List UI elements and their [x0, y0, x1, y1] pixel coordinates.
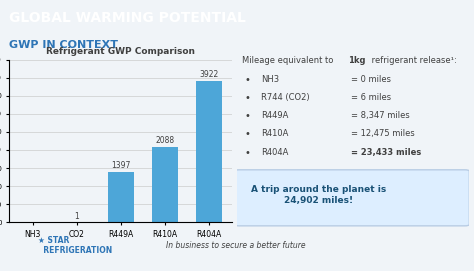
- Text: •: •: [244, 129, 250, 139]
- Text: A trip around the planet is
24,902 miles!: A trip around the planet is 24,902 miles…: [251, 185, 386, 205]
- Text: refrigerant release¹:: refrigerant release¹:: [369, 56, 456, 66]
- Text: ★ STAR
  REFRIGERATION: ★ STAR REFRIGERATION: [38, 236, 112, 255]
- Text: R404A: R404A: [261, 147, 288, 157]
- Text: •: •: [244, 93, 250, 103]
- Title: Refrigerant GWP Comparison: Refrigerant GWP Comparison: [46, 47, 195, 56]
- Text: = 23,433 miles: = 23,433 miles: [351, 147, 421, 157]
- Text: In business to secure a better future: In business to secure a better future: [166, 241, 306, 250]
- Text: R744 (CO2): R744 (CO2): [261, 93, 310, 102]
- Text: •: •: [244, 75, 250, 85]
- Text: = 6 miles: = 6 miles: [351, 93, 391, 102]
- Text: Mileage equivalent to: Mileage equivalent to: [242, 56, 336, 66]
- Bar: [196, 80, 222, 222]
- Text: R449A: R449A: [261, 111, 288, 120]
- Text: = 0 miles: = 0 miles: [351, 75, 391, 84]
- Text: = 12,475 miles: = 12,475 miles: [351, 129, 414, 138]
- Text: NH3: NH3: [261, 75, 279, 84]
- Text: •: •: [244, 147, 250, 157]
- Text: GLOBAL WARMING POTENTIAL: GLOBAL WARMING POTENTIAL: [9, 11, 246, 25]
- Text: GWP IN CONTEXT: GWP IN CONTEXT: [9, 40, 119, 50]
- Text: 1kg: 1kg: [348, 56, 366, 66]
- Bar: [108, 172, 134, 222]
- Text: 1: 1: [74, 212, 79, 221]
- Text: 1397: 1397: [111, 161, 130, 170]
- Text: 3922: 3922: [199, 70, 219, 79]
- FancyBboxPatch shape: [235, 170, 469, 226]
- Text: 2088: 2088: [155, 136, 174, 145]
- Text: = 8,347 miles: = 8,347 miles: [351, 111, 410, 120]
- Bar: [152, 147, 178, 222]
- Text: R410A: R410A: [261, 129, 288, 138]
- Text: •: •: [244, 111, 250, 121]
